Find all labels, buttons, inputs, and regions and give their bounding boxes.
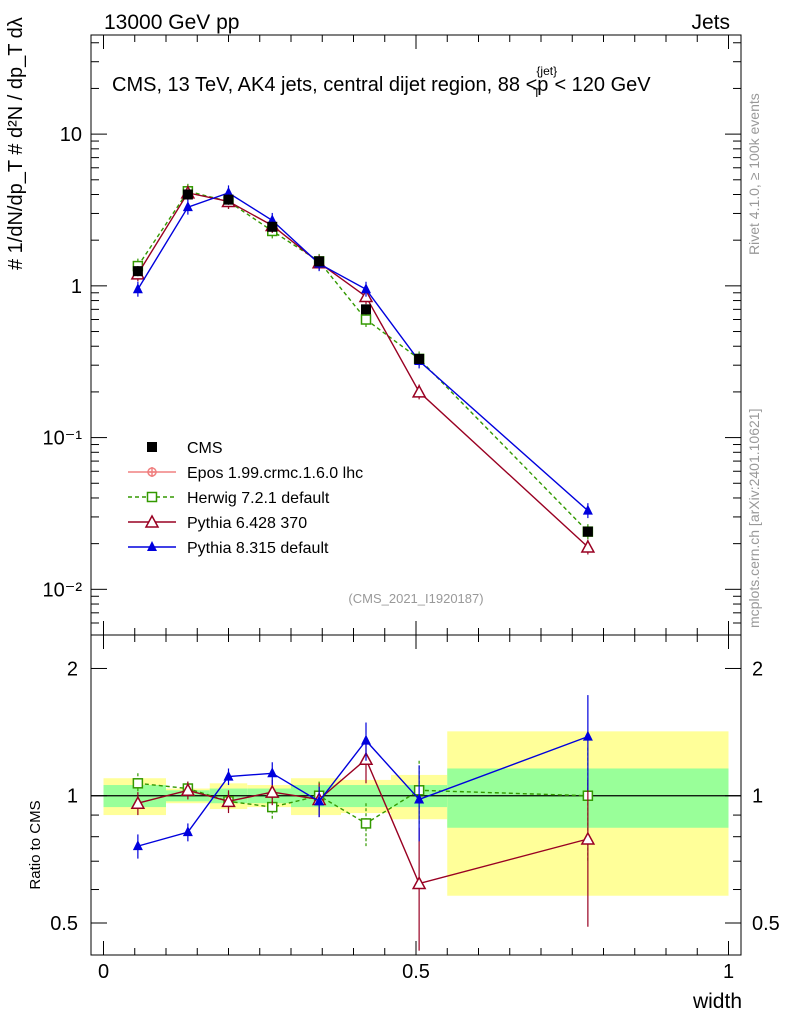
mcplots-label: mcplots.cern.ch [arXiv:2401.10621] — [746, 409, 762, 628]
legend-marker-cms — [147, 442, 157, 452]
legend-marker-epos — [147, 467, 157, 477]
ratio-y-tick-label-right: 1 — [752, 786, 763, 808]
ratio-y-tick-label: 1 — [67, 786, 78, 808]
ratio-point-pythia8 — [182, 826, 193, 837]
ratio-point-pythia6 — [180, 782, 196, 797]
point-pythia8 — [361, 283, 371, 294]
ratio-point-pythia8 — [267, 767, 278, 778]
y-axis-title-ratio: Ratio to CMS — [27, 800, 44, 889]
point-cms — [132, 266, 143, 277]
ratio-line-herwig — [137, 782, 588, 825]
point-cms — [314, 256, 325, 267]
y-tick-label: 10⁻² — [43, 579, 83, 601]
rivet-label: Rivet 4.1.0, ≥ 100k events — [746, 93, 762, 255]
plot-title-sup: {jet} — [536, 64, 557, 78]
series-line-pythia6 — [137, 192, 589, 548]
point-pythia6 — [580, 539, 596, 553]
y-tick-label: 1 — [71, 276, 82, 298]
ratio-point-pythia8 — [132, 840, 143, 851]
legend-marker-herwig — [146, 491, 158, 503]
ratio-bands — [103, 731, 729, 896]
ratio-point-herwig — [360, 818, 372, 829]
ratio-point-pythia6 — [580, 831, 596, 845]
axis-ticks: 0 0.5 1 10⁻² 10⁻¹ 1 10 0.5 0.5 1 1 2 2 — [43, 35, 780, 983]
legend-label-epos: Epos 1.99.crmc.1.6.0 lhc — [187, 465, 363, 482]
x-tick-label: 0 — [98, 961, 109, 983]
series-line-pythia8 — [137, 192, 589, 512]
main-plot-layer — [130, 183, 596, 555]
point-pythia8 — [223, 186, 234, 197]
point-cms — [223, 194, 234, 205]
ratio-point-pythia6 — [411, 875, 427, 890]
point-pythia8 — [182, 201, 193, 212]
legend: CMS Epos 1.99.crmc.1.6.0 lhc Herwig 7.2.1 … — [128, 440, 363, 557]
legend-label-pythia8: Pythia 8.315 default — [187, 540, 329, 557]
analysis-id: (CMS_2021_I1920187) — [348, 591, 483, 606]
ratio-point-herwig — [132, 778, 144, 789]
y-tick-label: 10 — [60, 124, 82, 146]
ratio-point-pythia8 — [314, 795, 325, 806]
plot-title-main: CMS, 13 TeV, AK4 jets, central dijet reg… — [112, 74, 537, 96]
point-cms — [182, 189, 193, 200]
point-cms — [267, 221, 278, 232]
ratio-point-pythia8 — [414, 793, 425, 804]
x-tick-label: 1 — [723, 961, 734, 983]
series-line-herwig — [137, 190, 589, 533]
x-tick-label: 0.5 — [402, 961, 430, 983]
legend-marker-pythia6 — [144, 514, 160, 528]
ratio-point-pythia6 — [221, 793, 236, 808]
ratio-plot-layer — [91, 695, 741, 951]
y-axis-title-main-text: # 1/dN/dp_T # d²N / dp_T dλ — [5, 17, 27, 270]
x-axis-title: width — [692, 990, 742, 1013]
plot-title: CMS, 13 TeV, AK4 jets, central dijet reg… — [112, 64, 651, 100]
legend-label-cms: CMS — [187, 440, 223, 457]
point-pythia8 — [582, 504, 593, 515]
point-pythia6 — [411, 384, 427, 398]
plot-title-end: < 120 GeV — [554, 74, 651, 96]
plot-title-sub: T — [533, 86, 541, 100]
legend-marker-pythia8 — [147, 541, 157, 551]
header-right: Jets — [691, 11, 730, 34]
point-pythia8 — [132, 283, 143, 294]
ratio-y-tick-label-right: 2 — [752, 658, 763, 680]
point-herwig — [360, 314, 372, 325]
ratio-point-pythia8 — [361, 734, 371, 745]
ratio-point-pythia6 — [264, 784, 280, 798]
y-axis-title-main: # 1/dN/dp_T # d²N / dp_T dλ — [5, 17, 27, 270]
ratio-y-tick-label: 0.5 — [50, 913, 78, 935]
point-cms — [582, 526, 593, 537]
legend-label-herwig: Herwig 7.2.1 default — [187, 490, 330, 507]
ratio-line-pythia8 — [137, 735, 589, 847]
ratio-y-tick-label: 2 — [67, 658, 78, 680]
ratio-line-pythia6 — [137, 758, 589, 885]
ratio-point-pythia8 — [223, 770, 234, 781]
plot-title-pt: p — [537, 74, 548, 96]
ratio-point-pythia6 — [130, 795, 146, 809]
ratio-point-pythia8 — [582, 730, 593, 741]
point-cms — [414, 353, 425, 364]
ratio-y-tick-label-right: 0.5 — [752, 913, 780, 935]
y-tick-label: 10⁻¹ — [43, 428, 83, 450]
header-left: 13000 GeV pp — [104, 11, 239, 34]
point-cms — [361, 304, 371, 315]
legend-label-pythia6: Pythia 6.428 370 — [187, 515, 307, 532]
